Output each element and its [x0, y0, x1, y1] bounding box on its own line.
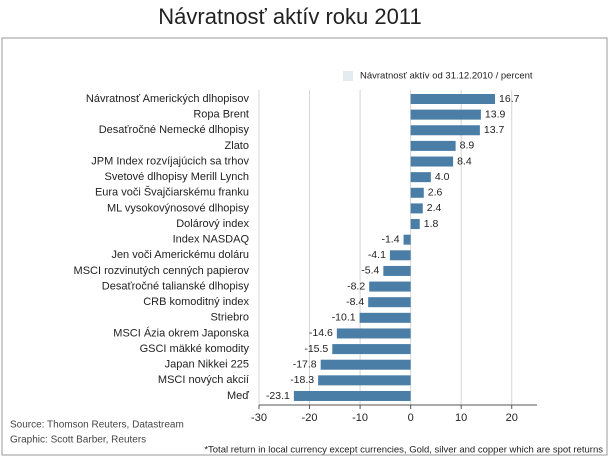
bar	[410, 203, 423, 214]
value-label: -14.6	[309, 327, 333, 339]
value-label: 2.6	[428, 187, 443, 199]
category-label: CRB komoditný index	[143, 296, 249, 308]
value-label: -10.1	[332, 312, 356, 324]
bar	[410, 125, 480, 136]
x-tick-label: -10	[352, 412, 368, 424]
x-tick-label: 20	[506, 412, 518, 424]
x-tick-label: -30	[251, 412, 267, 424]
bar	[410, 94, 496, 104]
footnote: *Total return in local currency except c…	[204, 445, 603, 456]
value-label: 13.9	[485, 108, 506, 120]
value-label: -8.4	[346, 296, 364, 308]
bar	[410, 187, 424, 198]
value-label: 4.0	[435, 171, 450, 183]
chart-title: Návratnosť aktív roku 2011	[158, 4, 421, 29]
source: Source: Thomson Reuters, Datastream	[10, 420, 184, 431]
value-label: -5.4	[361, 265, 379, 277]
bar	[368, 297, 411, 308]
category-label: Meď	[227, 390, 249, 402]
category-label: Japan Nikkei 225	[165, 359, 249, 371]
category-label: Desaťročné talianské dlhopisy	[102, 280, 250, 292]
bar	[389, 250, 411, 261]
bar	[410, 156, 454, 167]
value-label: 16.7	[499, 93, 520, 105]
credit: Graphic: Scott Barber, Reuters	[10, 435, 146, 446]
x-tick-label: 10	[455, 412, 467, 424]
category-label: Striebro	[210, 312, 249, 324]
category-label: MSCI Ázia okrem Japonska	[113, 326, 250, 339]
value-label: -17.8	[293, 358, 317, 370]
legend-swatch	[343, 71, 353, 81]
category-label: GSCI mäkké komodity	[140, 343, 250, 355]
bar	[369, 281, 411, 292]
category-label: Návratnosť Amerických dlhopisov	[86, 93, 250, 105]
category-label: Dolárový index	[176, 218, 249, 230]
bar	[318, 375, 411, 386]
bar	[359, 312, 411, 323]
value-label: -4.1	[368, 249, 386, 261]
category-label: Zlato	[225, 140, 249, 152]
frame	[1, 37, 608, 456]
category-label: MSCI rozvinutých cenných papierov	[74, 265, 250, 277]
category-label: ML vysokovýnosové dlhopisy	[107, 202, 250, 214]
value-label: -15.5	[304, 343, 328, 355]
value-label: 8.9	[460, 140, 475, 152]
category-label: Index NASDAQ	[173, 234, 250, 246]
x-tick-label: -20	[302, 412, 318, 424]
bar	[410, 140, 456, 151]
value-label: -23.1	[266, 390, 290, 402]
category-label: Eura voči Švajčiarskému franku	[95, 186, 249, 199]
value-label: -8.2	[347, 280, 365, 292]
category-label: Desaťročné Nemecké dlhopisy	[99, 124, 250, 136]
bar	[320, 359, 411, 370]
bar	[336, 328, 411, 339]
category-label: MSCI nových akcií	[158, 374, 249, 386]
bar	[410, 172, 431, 183]
bar	[410, 219, 420, 230]
category-label: Jen voči Americkému doláru	[111, 249, 249, 261]
value-label: -18.3	[290, 374, 314, 386]
category-label: Ropa Brent	[193, 109, 249, 121]
value-label: 8.4	[457, 155, 472, 167]
category-label: JPM Index rozvíjajúcich sa trhov	[91, 155, 249, 167]
value-label: 2.4	[427, 202, 442, 214]
bar	[293, 390, 411, 401]
bar	[403, 234, 411, 245]
bar	[410, 109, 481, 120]
value-label: -1.4	[381, 233, 399, 245]
category-label: Svetové dlhopisy Merill Lynch	[105, 171, 250, 183]
value-label: 13.7	[484, 124, 505, 136]
x-tick-label: 0	[408, 412, 414, 424]
bar	[332, 344, 411, 355]
legend-label: Návratnosť aktív od 31.12.2010 / percent	[360, 71, 533, 82]
value-label: 1.8	[424, 218, 439, 230]
bar	[383, 265, 411, 276]
